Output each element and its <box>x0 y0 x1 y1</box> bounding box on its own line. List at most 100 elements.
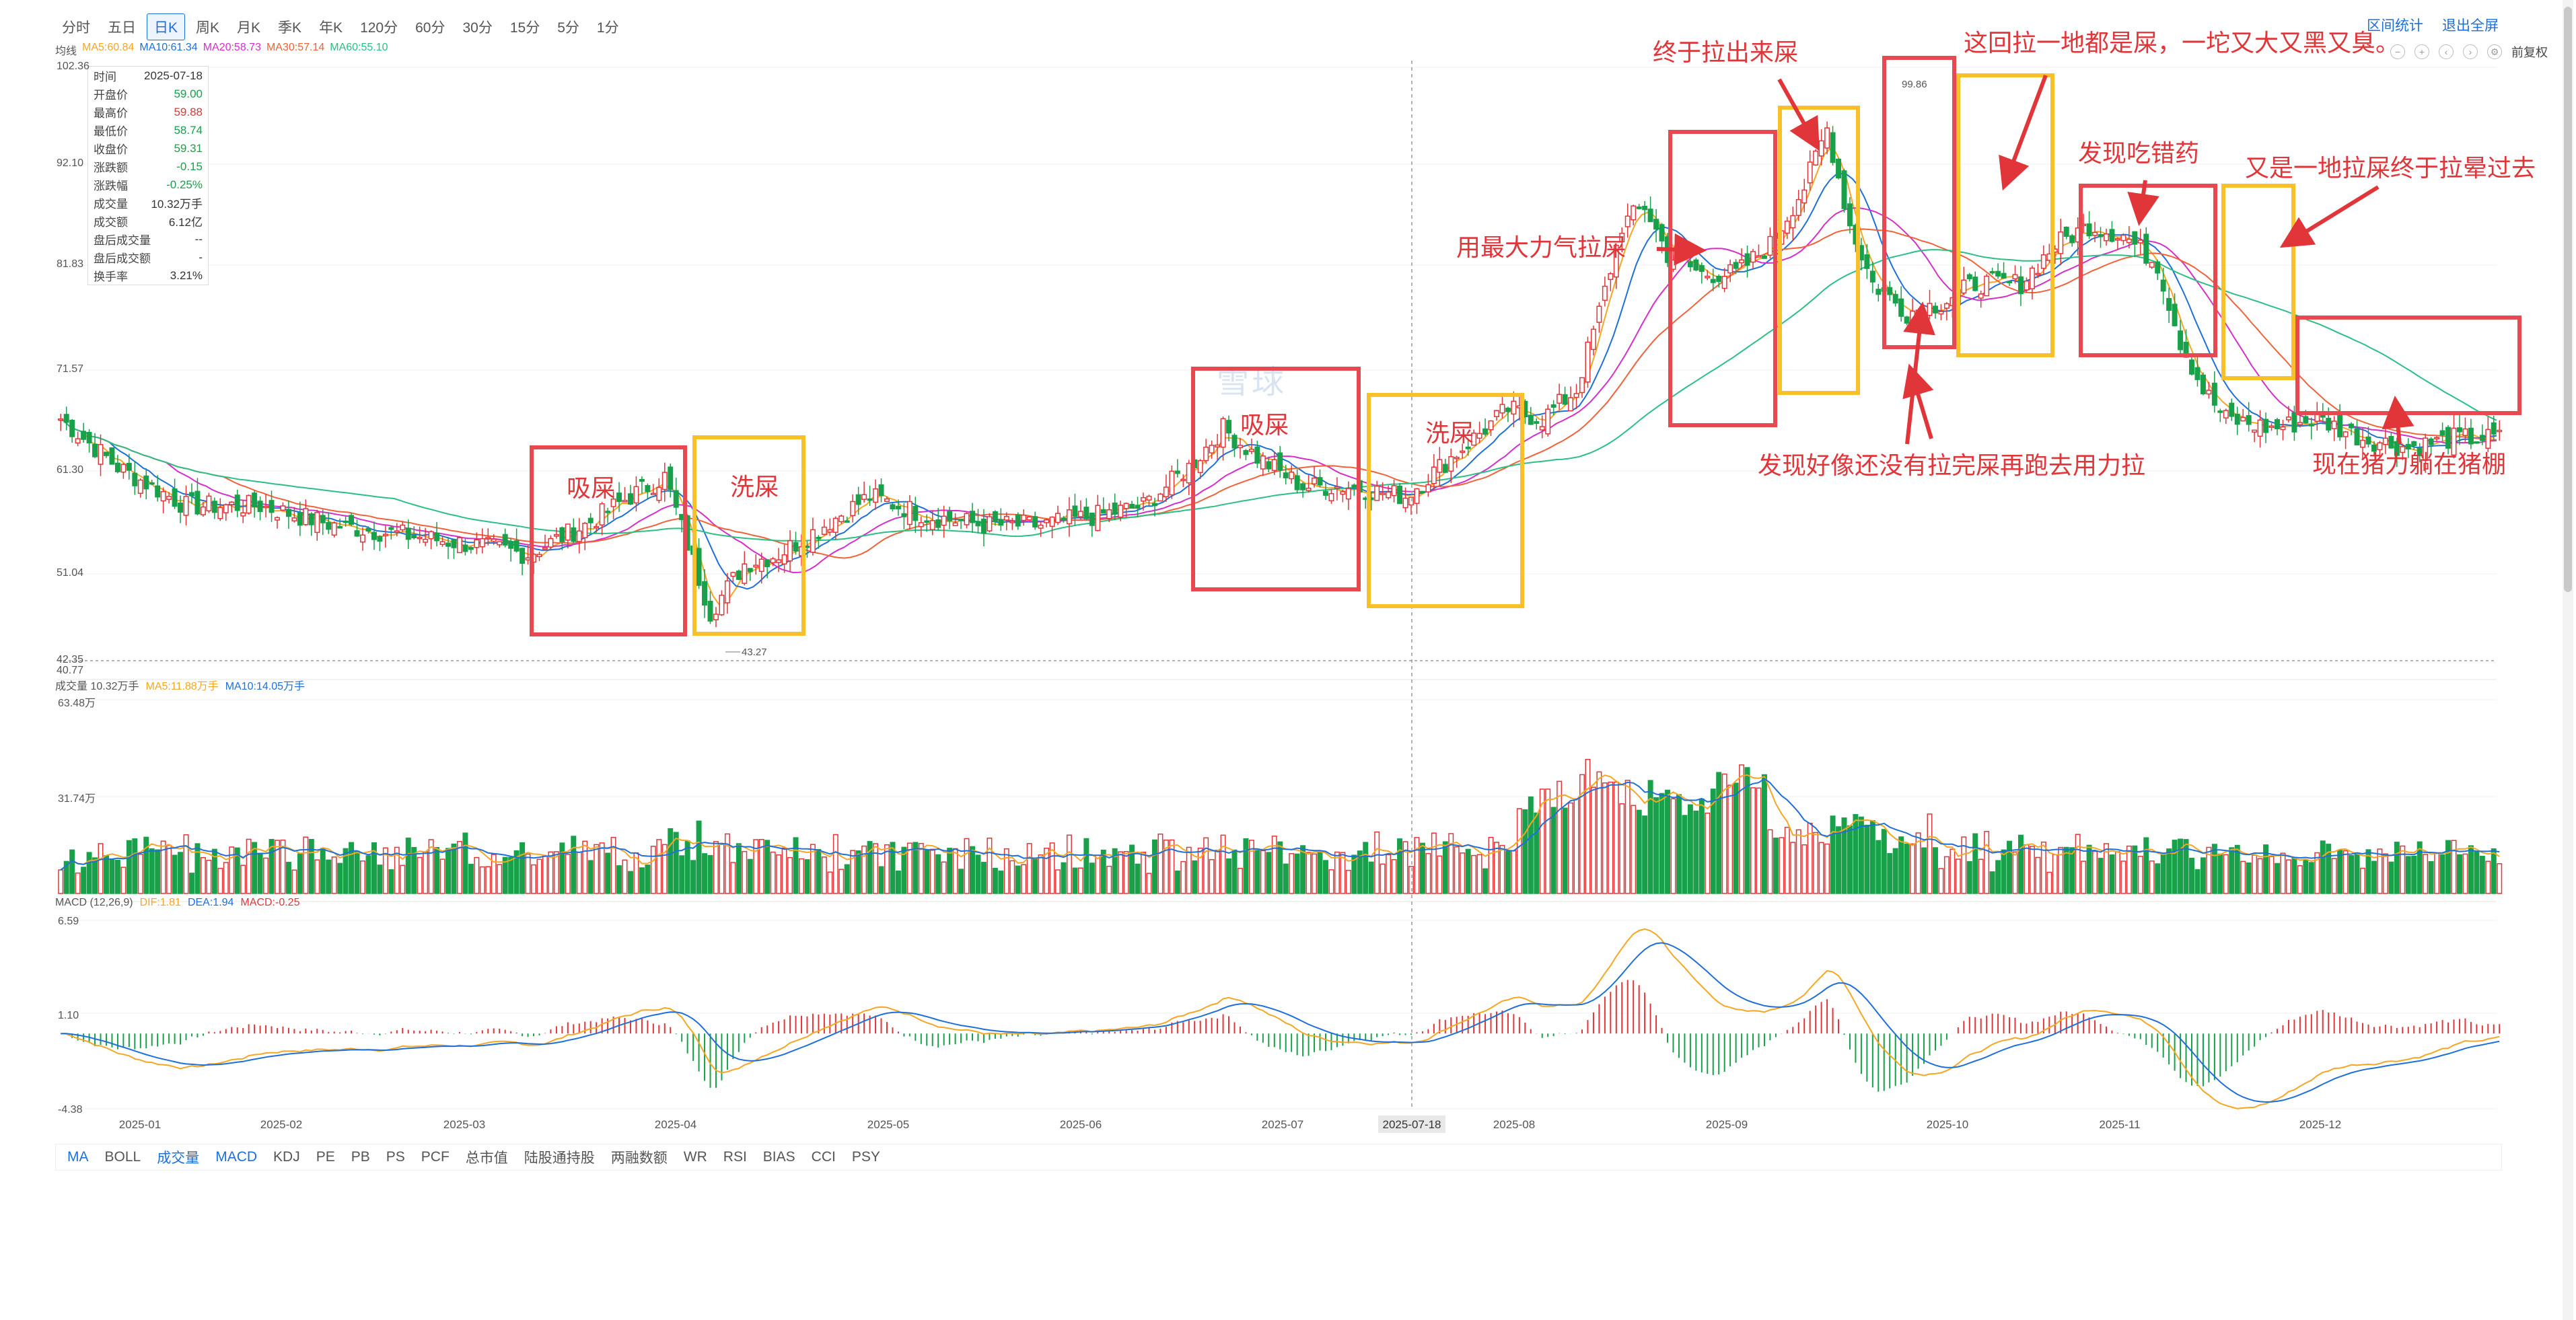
candle-body <box>491 538 497 542</box>
indicator-tab-8[interactable]: PCF <box>421 1149 450 1165</box>
indicator-tab-13[interactable]: RSI <box>723 1149 747 1165</box>
scrollbar-thumb[interactable] <box>2564 7 2572 592</box>
period-tab-11[interactable]: 5分 <box>557 20 579 36</box>
volume-bar <box>571 836 577 894</box>
volume-bar <box>206 859 212 894</box>
candle-body <box>1682 251 1688 260</box>
candle-body <box>1021 515 1027 521</box>
candle-body <box>1305 487 1312 491</box>
indicator-tab-9[interactable]: 总市值 <box>465 1150 508 1166</box>
indicator-tab-11[interactable]: 两融数额 <box>610 1150 668 1166</box>
period-tab-7[interactable]: 120分 <box>360 20 398 36</box>
candle-body <box>1408 497 1414 506</box>
indicator-tab-16[interactable]: PSY <box>851 1149 880 1165</box>
candle-body <box>2303 416 2309 424</box>
indicator-tab-5[interactable]: PE <box>316 1149 335 1165</box>
chevron-left-icon[interactable]: ‹ <box>2439 44 2454 59</box>
period-tab-4[interactable]: 月K <box>237 20 261 36</box>
candle-body <box>474 539 480 548</box>
indicator-tab-4[interactable]: KDJ <box>273 1149 300 1165</box>
volume-bar <box>2223 854 2229 894</box>
volume-bar <box>502 856 508 894</box>
indicator-tab-6[interactable]: PB <box>351 1149 370 1165</box>
chevron-right-icon[interactable]: › <box>2463 44 2478 59</box>
volume-bar <box>2388 861 2394 894</box>
annotation-xi-1: 吸屎 <box>567 474 616 502</box>
settings-icon[interactable]: ⚙ <box>2487 44 2502 59</box>
volume-bar <box>673 832 679 894</box>
volume-bar <box>901 846 907 894</box>
volume-bar <box>2451 840 2457 894</box>
volume-bar <box>1419 842 1425 894</box>
candle-body <box>2229 402 2235 417</box>
tooltip-key-2: 最高价 <box>94 107 128 120</box>
volume-bar <box>816 849 822 894</box>
volume-bar <box>520 842 526 894</box>
period-tab-8[interactable]: 60分 <box>415 20 445 36</box>
indicator-tab-10[interactable]: 陆股通持股 <box>524 1150 595 1166</box>
volume-bar <box>1801 844 1808 894</box>
indicator-tab-7[interactable]: PS <box>386 1149 405 1165</box>
volume-bar <box>1100 849 1106 894</box>
candle-body <box>2029 267 2035 289</box>
candle-body <box>1266 461 1272 470</box>
volume-bar <box>263 857 269 894</box>
volume-bar <box>1687 804 1693 894</box>
period-tab-6[interactable]: 年K <box>319 20 343 36</box>
zoom-in-icon[interactable]: + <box>2414 44 2429 59</box>
volume-bar <box>1021 864 1027 894</box>
candle-body <box>1624 215 1631 227</box>
candle-body <box>1659 224 1665 242</box>
volume-bar <box>776 854 782 894</box>
volume-bar <box>1163 839 1169 894</box>
candle-body <box>816 536 822 540</box>
indicator-tab-12[interactable]: WR <box>683 1149 707 1165</box>
candle-body <box>975 521 981 527</box>
indicator-tab-1[interactable]: BOLL <box>104 1149 141 1165</box>
exit-fullscreen-link[interactable]: 退出全屏 <box>2442 18 2499 34</box>
volume-bar <box>935 854 941 894</box>
candle-body <box>1710 279 1716 283</box>
adjust-mode[interactable]: 前复权 <box>2511 46 2548 59</box>
annotation-box <box>1668 130 1777 427</box>
range-stats-link[interactable]: 区间统计 <box>2367 18 2423 34</box>
period-tab-12[interactable]: 1分 <box>596 20 619 36</box>
macd-legend-item-2: MACD:-0.25 <box>240 897 300 908</box>
x-axis-label: 2025-09 <box>1706 1118 1748 1131</box>
tooltip-value-11: 3.21% <box>170 268 203 282</box>
volume-bar <box>918 842 924 894</box>
candle-body <box>1397 485 1403 505</box>
period-tab-0[interactable]: 分时 <box>62 20 90 36</box>
period-tab-3[interactable]: 周K <box>196 20 220 36</box>
period-tab-2[interactable]: 日K <box>147 13 186 40</box>
zoom-out-icon[interactable]: − <box>2390 44 2405 59</box>
volume-bar <box>297 853 303 894</box>
candle-body <box>2257 419 2263 437</box>
indicator-tab-0[interactable]: MA <box>67 1149 89 1165</box>
volume-bar <box>1357 850 1363 894</box>
indicator-tab-2[interactable]: 成交量 <box>157 1150 200 1166</box>
period-tab-1[interactable]: 五日 <box>108 20 136 36</box>
period-tab-10[interactable]: 15分 <box>509 20 540 36</box>
candle-body <box>2017 276 2024 295</box>
volume-bar <box>240 865 246 894</box>
volume-bar <box>1169 839 1175 894</box>
volume-bar <box>257 852 263 894</box>
indicator-tab-14[interactable]: BIAS <box>762 1149 795 1165</box>
period-tab-5[interactable]: 季K <box>278 20 302 36</box>
volume-bar <box>462 832 468 894</box>
volume-bar <box>724 833 730 894</box>
volume-bar <box>1898 836 1904 894</box>
candle-body <box>861 494 867 500</box>
candle-body <box>1596 305 1602 323</box>
period-tab-9[interactable]: 30分 <box>462 20 493 36</box>
candle-body <box>1317 477 1323 486</box>
candle-body <box>1568 397 1574 412</box>
candle-body <box>2172 303 2178 326</box>
indicator-tab-3[interactable]: MACD <box>215 1149 258 1165</box>
candle-body <box>542 547 548 550</box>
candle-body <box>109 447 115 465</box>
volume-bar <box>2456 854 2462 894</box>
indicator-tab-15[interactable]: CCI <box>811 1149 836 1165</box>
